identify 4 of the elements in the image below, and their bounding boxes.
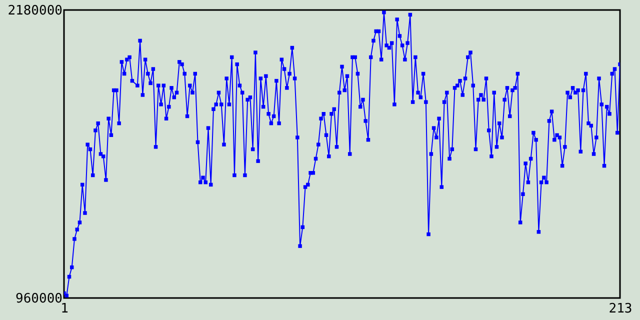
x-tick-label: 213 (608, 302, 632, 316)
y-tick-label: 960000 (16, 292, 62, 306)
y-tick-label: 2180000 (8, 4, 62, 18)
x-tick-label: 1 (60, 302, 68, 316)
